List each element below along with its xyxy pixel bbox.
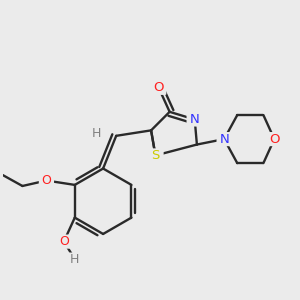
Text: S: S xyxy=(151,149,160,162)
FancyBboxPatch shape xyxy=(147,148,164,163)
Text: O: O xyxy=(59,235,69,248)
Text: O: O xyxy=(154,81,164,94)
Text: N: N xyxy=(219,133,229,146)
Text: O: O xyxy=(269,133,280,146)
Text: H: H xyxy=(70,253,80,266)
FancyBboxPatch shape xyxy=(68,253,81,266)
FancyBboxPatch shape xyxy=(90,127,103,140)
FancyBboxPatch shape xyxy=(39,173,54,188)
FancyBboxPatch shape xyxy=(56,235,71,249)
FancyBboxPatch shape xyxy=(217,132,232,146)
FancyBboxPatch shape xyxy=(267,132,282,146)
Text: O: O xyxy=(41,174,51,187)
Text: H: H xyxy=(92,127,101,140)
Text: N: N xyxy=(190,113,200,126)
FancyBboxPatch shape xyxy=(151,81,166,95)
FancyBboxPatch shape xyxy=(187,112,203,127)
